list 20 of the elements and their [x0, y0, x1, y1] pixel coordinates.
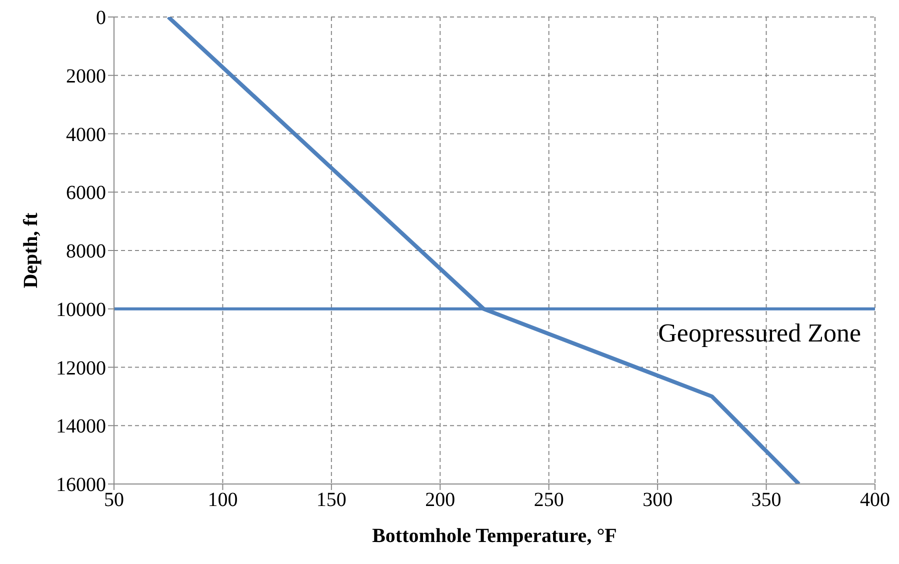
y-tick-label: 14000: [56, 416, 106, 438]
y-tick-label: 16000: [56, 474, 106, 496]
y-tick-label: 0: [96, 7, 106, 30]
y-tick-label: 4000: [66, 124, 106, 146]
y-tick-label: 6000: [66, 182, 106, 204]
x-tick-label: 150: [316, 489, 346, 512]
x-tick-label: 250: [534, 489, 564, 512]
x-tick-label: 300: [642, 489, 673, 512]
y-tick-label: 10000: [56, 298, 106, 321]
y-tick-label: 8000: [66, 240, 106, 263]
y-tick-label: 12000: [56, 357, 106, 380]
x-tick-label: 100: [208, 489, 238, 512]
x-tick-label: 200: [425, 489, 456, 512]
ref-line-label: Geopressured Zone: [658, 318, 861, 348]
x-axis-title: Bottomhole Temperature, °F: [372, 525, 617, 547]
x-tick-label: 50: [104, 489, 124, 512]
x-tick-label: 400: [860, 489, 890, 512]
y-tick-label: 2000: [66, 65, 106, 88]
y-axis-title: Depth, ft: [20, 212, 42, 288]
x-tick-label: 350: [751, 489, 782, 512]
